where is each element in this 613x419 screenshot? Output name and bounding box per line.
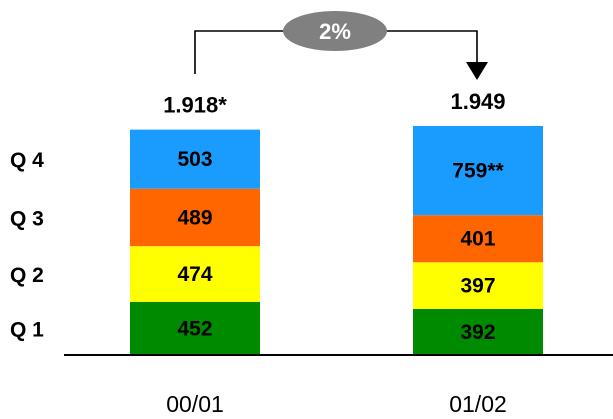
bar-segment-q2-0	[130, 246, 260, 302]
data-label: 397	[460, 275, 495, 298]
series-label: Q 3	[10, 207, 44, 230]
bar-segment-q3-0	[130, 188, 260, 247]
data-label: 452	[177, 317, 212, 340]
data-label: 503	[177, 148, 212, 171]
series-label: Q 4	[10, 149, 44, 172]
total-label: 1.918*	[163, 93, 227, 118]
change-badge-label: 2%	[319, 19, 351, 44]
change-annotation: 2%	[194, 11, 488, 80]
bars-group	[130, 125, 543, 355]
bar-segment-q2-1	[413, 262, 543, 309]
bar-segment-q1-0	[130, 301, 260, 355]
data-label: 489	[177, 206, 212, 229]
total-label: 1.949	[450, 89, 505, 114]
change-badge	[283, 11, 387, 51]
data-label: 474	[177, 263, 212, 286]
bar-segment-q4-0	[130, 129, 260, 189]
data-label: 392	[460, 321, 495, 344]
x-tick-label: 00/01	[166, 391, 224, 417]
arrow-head-icon	[466, 62, 488, 80]
bar-segment-q4-1	[413, 125, 543, 216]
series-label: Q 1	[10, 318, 44, 341]
bar-segment-q3-1	[413, 215, 543, 263]
data-label: 759**	[452, 160, 504, 183]
labels-group: 452 474 489 503 1.918* 00/01 392 397 401 759** 1.9…	[10, 89, 507, 417]
series-label: Q 2	[10, 264, 44, 287]
data-label: 401	[460, 228, 495, 251]
x-tick-label: 01/02	[449, 391, 507, 417]
bar-segment-q1-1	[413, 308, 543, 355]
